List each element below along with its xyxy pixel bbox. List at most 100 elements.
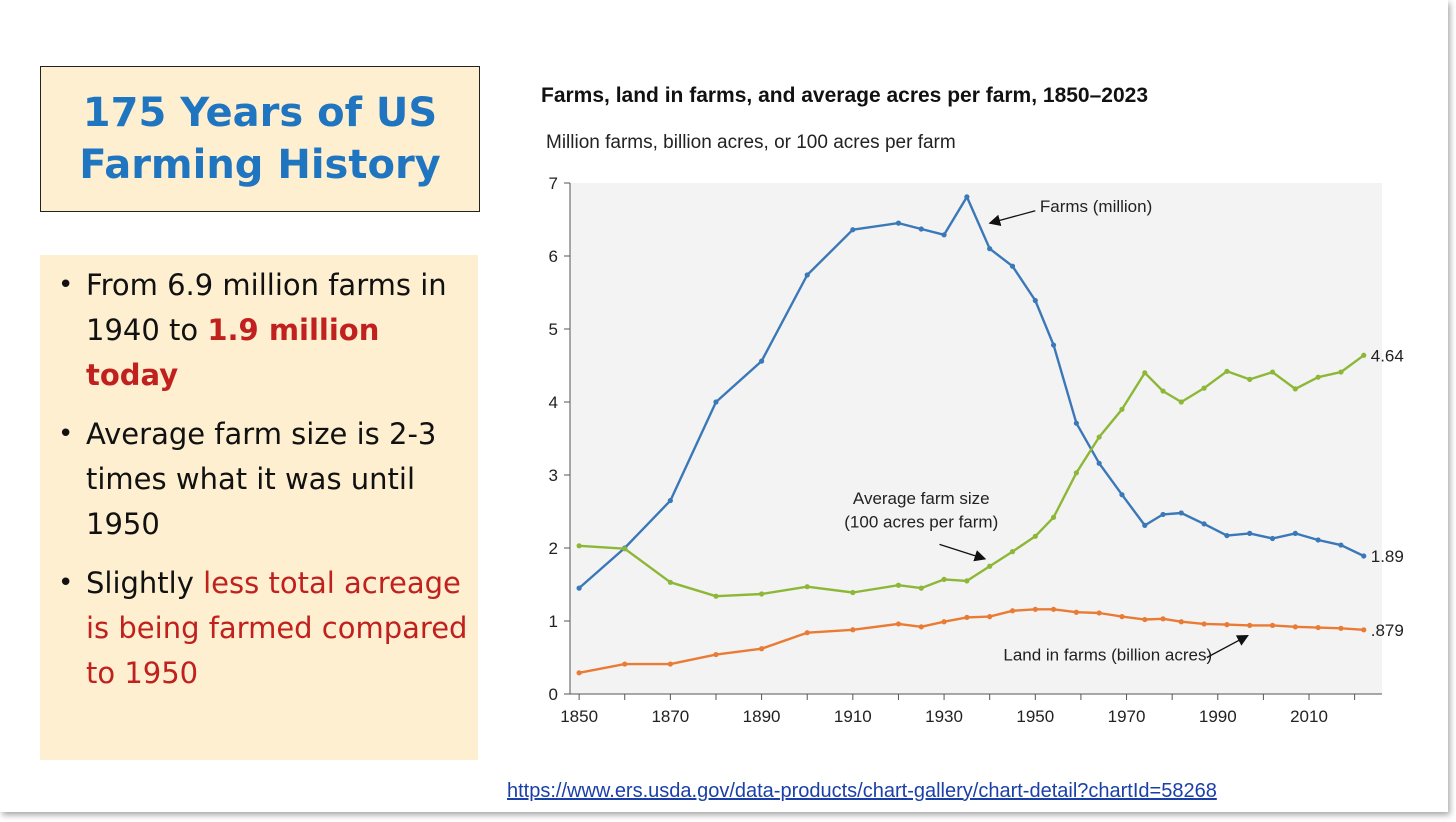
data-point: [1032, 533, 1038, 539]
data-point: [713, 593, 719, 599]
data-point: [804, 630, 810, 636]
title-box: 175 Years of US Farming History: [40, 66, 480, 212]
bullet-text: Slightly: [86, 566, 204, 600]
x-tick-label: 2010: [1290, 707, 1328, 726]
data-point: [895, 220, 902, 226]
data-point: [1142, 522, 1148, 528]
data-point: [758, 646, 765, 652]
data-point: [1096, 434, 1102, 440]
source-link[interactable]: https://www.ers.usda.gov/data-products/c…: [507, 780, 1217, 802]
data-point: [1142, 616, 1148, 623]
data-point: [667, 497, 673, 504]
bullet-highlight: less total acreage is being farmed compa…: [86, 566, 468, 690]
data-point: [576, 670, 582, 676]
annotation-arrow: [988, 210, 1036, 227]
data-point: [1201, 385, 1207, 391]
data-point: [1247, 376, 1253, 382]
x-tick-label: 1930: [925, 707, 963, 726]
data-point: [1269, 369, 1276, 375]
data-point: [1073, 470, 1079, 476]
data-point: [1338, 625, 1344, 631]
data-point: [918, 585, 924, 591]
bullet-item-acreage: • Slightly less total acreage is being f…: [52, 561, 468, 696]
x-tick-label: 1950: [1016, 707, 1054, 726]
x-tick-label: 1970: [1108, 707, 1146, 726]
data-point: [918, 624, 924, 630]
data-point: [1201, 521, 1207, 527]
data-point: [918, 226, 924, 232]
data-point: [1119, 492, 1125, 498]
data-point: [850, 227, 856, 233]
data-point: [713, 399, 719, 405]
data-point: [1160, 616, 1166, 622]
data-point: [1361, 627, 1367, 633]
data-point: [1009, 263, 1016, 269]
data-point: [941, 232, 947, 238]
x-tick-label: 1890: [743, 707, 781, 726]
data-point: [1361, 352, 1367, 358]
data-point: [1050, 342, 1057, 348]
annotation-farms: Farms (million): [1040, 197, 1152, 216]
annotation-arrow: [939, 543, 987, 562]
data-point: [1096, 610, 1102, 616]
chart-subtitle: Million farms, billion acres, or 100 acr…: [546, 132, 956, 153]
data-point: [1009, 608, 1016, 614]
data-point: [987, 614, 993, 620]
slide-title-line-1: 175 Years of US: [82, 90, 438, 136]
y-tick-label: 4: [549, 393, 558, 412]
data-point: [622, 661, 628, 667]
data-point: [987, 246, 993, 252]
data-point: [667, 579, 673, 585]
y-tick-label: 1: [549, 612, 558, 631]
data-point: [1292, 624, 1298, 630]
bullet-item-farm-size: • Average farm size is 2-3 times what it…: [52, 412, 468, 547]
annotation-land: Land in farms (billion acres): [1003, 645, 1212, 664]
data-point: [964, 194, 970, 200]
data-point: [713, 651, 719, 658]
data-point: [758, 358, 765, 364]
data-point: [1292, 530, 1298, 536]
data-point: [1178, 619, 1184, 625]
data-point: [576, 543, 582, 549]
data-point: [941, 576, 947, 582]
y-tick-label: 3: [549, 466, 558, 485]
annotation-farm-size-unit: (100 acres per farm): [844, 513, 998, 532]
series-end-label: 1.89: [1371, 547, 1404, 566]
annotation-farm-size: Average farm size: [853, 489, 990, 508]
data-point: [1050, 514, 1057, 520]
data-point: [1292, 386, 1298, 392]
data-point: [576, 585, 582, 591]
data-point: [1338, 369, 1344, 375]
data-point: [1361, 553, 1367, 559]
data-point: [850, 627, 856, 633]
data-point: [1096, 460, 1102, 466]
data-point: [987, 563, 993, 569]
line-chart: 0 1 2 3 4 5 6 7 1850 1870 1890 1910 1930 1950 1970 1990…: [549, 174, 1404, 726]
bullet-glyph: •: [58, 419, 74, 449]
data-point: [1224, 368, 1230, 374]
y-tick-label: 0: [549, 685, 558, 704]
bullet-highlight: 1.9 million today: [86, 313, 380, 392]
data-point: [1247, 530, 1253, 536]
data-point: [895, 582, 902, 588]
x-tick-label: 1910: [834, 707, 872, 726]
data-point: [850, 589, 856, 596]
slide-title-line-2: Farming History: [79, 142, 441, 188]
x-tick-label: 1990: [1199, 707, 1237, 726]
data-point: [804, 272, 810, 278]
data-point: [1160, 511, 1166, 518]
data-point: [1142, 370, 1148, 376]
x-tick-label: 1870: [651, 707, 689, 726]
bullet-glyph: •: [58, 568, 74, 598]
data-point: [1160, 388, 1166, 394]
data-point: [1119, 406, 1125, 412]
data-point: [1032, 606, 1038, 612]
data-point: [1073, 609, 1079, 615]
data-point: [1050, 606, 1057, 612]
data-point: [758, 591, 765, 597]
data-point: [964, 578, 970, 584]
bullet-text: Average farm size is 2-3 times what it w…: [86, 417, 437, 541]
y-tick-label: 7: [549, 174, 558, 193]
x-tick-label: 1850: [560, 707, 598, 726]
data-point: [1178, 510, 1184, 516]
